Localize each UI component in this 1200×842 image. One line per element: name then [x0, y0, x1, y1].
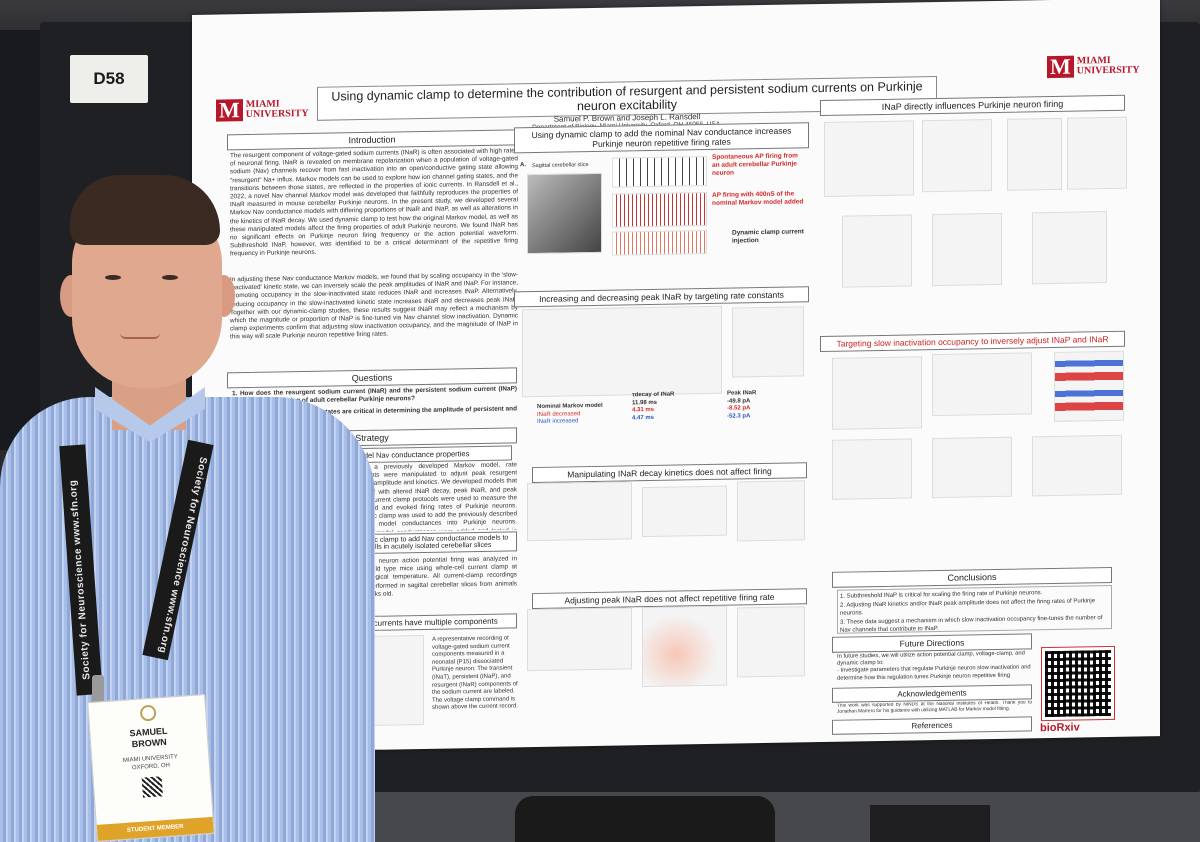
inap-scatter-b	[922, 119, 992, 193]
qr-code	[1041, 645, 1115, 722]
firing-rate-plot	[732, 306, 804, 378]
inap-legend	[1067, 116, 1127, 190]
miami-logo-left: M MIAMI UNIVERSITY	[216, 97, 309, 123]
dynamic-clamp-trace	[612, 230, 707, 256]
decay-kinetics-heading: Manipulating INaR decay kinetics does no…	[532, 462, 807, 484]
badge-org: MIAMI UNIVERSITY OXFORD, OH	[122, 754, 179, 772]
hair	[70, 175, 220, 245]
booth-number: D58	[70, 55, 148, 103]
peak-current-plot	[527, 607, 632, 672]
peak-frequency-plot	[737, 606, 805, 678]
eye	[162, 275, 178, 280]
spontaneous-ap-trace	[612, 156, 707, 188]
inap-scatter-c2	[1032, 211, 1107, 285]
slow-inactivation-current	[932, 352, 1032, 417]
peak-inar-heading: Increasing and decreasing peak INaR by t…	[514, 286, 809, 308]
inap-waveform-plot	[824, 120, 914, 197]
ap-firing-label: AP firing with 400nS of the nominal Mark…	[712, 190, 804, 208]
inap-caption	[822, 295, 1127, 330]
slow-inactivation-3d	[1032, 434, 1122, 497]
mouth	[120, 333, 160, 339]
peak-caption	[522, 690, 807, 731]
neighbor-board	[0, 30, 45, 450]
conclusions-list: 1. Subthreshold INaP is critical for sca…	[837, 584, 1112, 634]
backpack	[515, 796, 775, 842]
decay-fi-plot	[642, 485, 727, 538]
lanyard-clip	[92, 675, 104, 705]
decay-current-plot	[527, 481, 632, 542]
inap-scatter-c1	[932, 212, 1002, 287]
slow-inactivation-c	[832, 438, 912, 500]
slow-inactivation-caption	[822, 507, 1127, 564]
ap-firing-trace	[612, 192, 707, 228]
future-directions-text: In future studies, we will utilize actio…	[837, 650, 1031, 682]
references-heading: References	[832, 716, 1032, 735]
badge-qr-code	[141, 776, 163, 798]
slice-image	[527, 172, 602, 255]
eye	[105, 275, 121, 280]
panel-a-label: A.	[520, 162, 526, 169]
slow-inactivation-traces	[1054, 350, 1124, 422]
inap-scatter-b2	[1007, 117, 1062, 191]
peak-fi-plot	[642, 605, 727, 688]
peak-inar-table: Peak INaR -49.8 pA -8.52 pA -52.3 pA	[727, 390, 757, 420]
peak-inar-caption	[522, 432, 807, 463]
name-badge: SAMUEL BROWN MIAMI UNIVERSITY OXFORD, OH…	[87, 694, 215, 842]
inap-scatter-c	[842, 214, 912, 288]
model-legend: Nominal Markov model INaR decreased INaR…	[537, 402, 603, 425]
decay-frequency-plot	[737, 480, 805, 542]
acknowledgements-text: This work was supported by NINDS at the …	[837, 700, 1032, 715]
dynamic-clamp-heading: Using dynamic clamp to add the nominal N…	[514, 122, 809, 154]
tdecay-table: τdecay of INaR 11.98 ms 4.31 ms 4.47 ms	[632, 391, 675, 421]
sagittal-slice-label: Sagittal cerebellar slice	[532, 162, 589, 170]
miami-logo-right: M MIAMI UNIVERSITY	[1047, 54, 1140, 79]
badge-seal-icon	[139, 704, 157, 722]
biorxiv-logo: bioRxiv	[1040, 721, 1080, 735]
spontaneous-firing-label: Spontaneous AP firing from an adult cere…	[712, 152, 798, 178]
slow-inactivation-diagram	[832, 356, 922, 430]
slow-inactivation-d	[932, 436, 1012, 499]
markov-model-figure	[522, 305, 722, 398]
decay-caption	[522, 554, 807, 587]
currents-text: A representative recording of voltage-ga…	[432, 635, 519, 712]
dynamic-clamp-label: Dynamic clamp current injection	[732, 228, 804, 245]
chair	[870, 805, 990, 842]
slow-inactivation-heading: Targeting slow inactivation occupancy to…	[820, 330, 1125, 353]
